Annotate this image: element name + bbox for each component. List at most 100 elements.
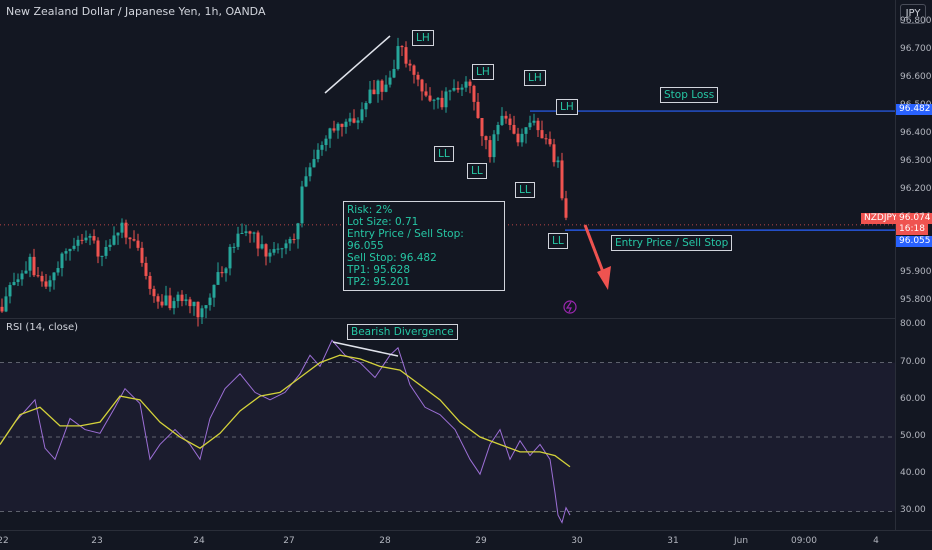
down-arrow-head (597, 266, 611, 290)
candle-body (536, 120, 540, 131)
symbol-tag: NZDJPY (861, 213, 901, 224)
candle-body (504, 115, 508, 119)
candle-body (52, 272, 56, 281)
candle-body (280, 248, 284, 250)
chart-title: New Zealand Dollar / Japanese Yen, 1h, O… (6, 5, 266, 18)
currency-button[interactable]: JPY (900, 4, 926, 24)
stop-loss-price-tag: 96.482 (896, 104, 932, 115)
candle-body (412, 65, 416, 75)
candle-body (304, 176, 308, 187)
y-tick-label: 40.00 (900, 468, 926, 479)
candle-body (432, 99, 436, 101)
candle-body (480, 117, 484, 137)
candle-body (68, 248, 72, 252)
candle-body (224, 268, 228, 274)
candle-body (132, 239, 136, 241)
candle-body (144, 262, 148, 276)
candle-body (192, 301, 196, 307)
lh-label: LH (556, 99, 578, 115)
y-tick-label: 95.800 (900, 295, 932, 306)
ll-label: LL (467, 163, 487, 179)
candle-body (496, 124, 500, 135)
candle-body (248, 231, 252, 234)
candle-body (148, 275, 152, 289)
x-tick-label: 28 (379, 536, 391, 546)
info-line: Sell Stop: 96.482 (347, 252, 437, 264)
candle-body (212, 284, 216, 298)
candle-body (352, 118, 356, 123)
candle-body (220, 272, 224, 274)
candle-body (100, 255, 104, 257)
candle-body (188, 299, 192, 307)
stop-loss-label: Stop Loss (660, 87, 719, 103)
lh-label: LH (412, 30, 434, 46)
ll-label: LL (434, 146, 454, 162)
candle-body (528, 122, 532, 128)
candle-body (0, 306, 4, 312)
candle-body (340, 123, 344, 127)
candle-body (348, 118, 352, 122)
candle-body (28, 256, 32, 271)
candle-body (416, 74, 420, 80)
candle-body (136, 240, 140, 248)
candle-body (436, 97, 440, 100)
y-tick-label: 96.600 (900, 72, 932, 83)
candle-body (84, 237, 88, 241)
candle-body (256, 232, 260, 249)
y-tick-label: 50.00 (900, 431, 926, 442)
y-tick-label: 60.00 (900, 393, 926, 404)
candle-body (400, 46, 404, 48)
candle-body (392, 68, 396, 78)
candle-body (388, 77, 392, 85)
trend-line (324, 35, 391, 94)
candle-body (120, 222, 124, 233)
candle-body (4, 296, 8, 312)
y-tick-label: 96.400 (900, 127, 932, 138)
candle-body (24, 270, 28, 274)
candle-body (204, 305, 208, 309)
candle-body (140, 247, 144, 263)
candle-body (288, 239, 292, 244)
candle-body (464, 81, 468, 88)
candle-body (176, 294, 180, 302)
candle-body (560, 160, 564, 199)
candle-body (272, 249, 276, 253)
candle-body (364, 102, 368, 110)
candle-body (236, 233, 240, 247)
candle-body (92, 236, 96, 241)
candle-body (336, 123, 340, 131)
y-tick-label: 30.00 (900, 505, 926, 516)
candle-body (44, 281, 48, 287)
candle-body (228, 246, 232, 269)
candle-body (428, 95, 432, 101)
candle-body (324, 138, 328, 146)
candle-body (64, 251, 68, 254)
candle-body (440, 97, 444, 108)
x-tick-label: 09:00 (791, 536, 817, 546)
y-tick-label: 70.00 (900, 356, 926, 367)
info-line: Entry Price / Sell Stop: 96.055 (347, 228, 464, 252)
candle-body (448, 90, 452, 92)
trade-info-box: Risk: 2% Lot Size: 0.71 Entry Price / Se… (343, 201, 505, 291)
down-arrow-shaft (583, 224, 605, 273)
divergence-label: Bearish Divergence (347, 324, 458, 340)
rsi-title: RSI (14, close) (6, 322, 79, 333)
candle-body (8, 285, 12, 297)
grid (0, 0, 932, 531)
candle-body (552, 144, 556, 163)
candle-body (372, 89, 376, 95)
candle-body (500, 115, 504, 125)
y-tick-label: 95.900 (900, 267, 932, 278)
pane-divider (0, 318, 895, 319)
candle-body (384, 84, 388, 92)
candle-body (72, 245, 76, 249)
candle-body (360, 109, 364, 121)
candle-body (332, 128, 336, 131)
candle-body (260, 244, 264, 249)
candle-body (556, 160, 560, 163)
event-icon (563, 300, 577, 314)
candle-body (264, 244, 268, 257)
candle-body (48, 280, 52, 287)
candle-body (408, 63, 412, 66)
